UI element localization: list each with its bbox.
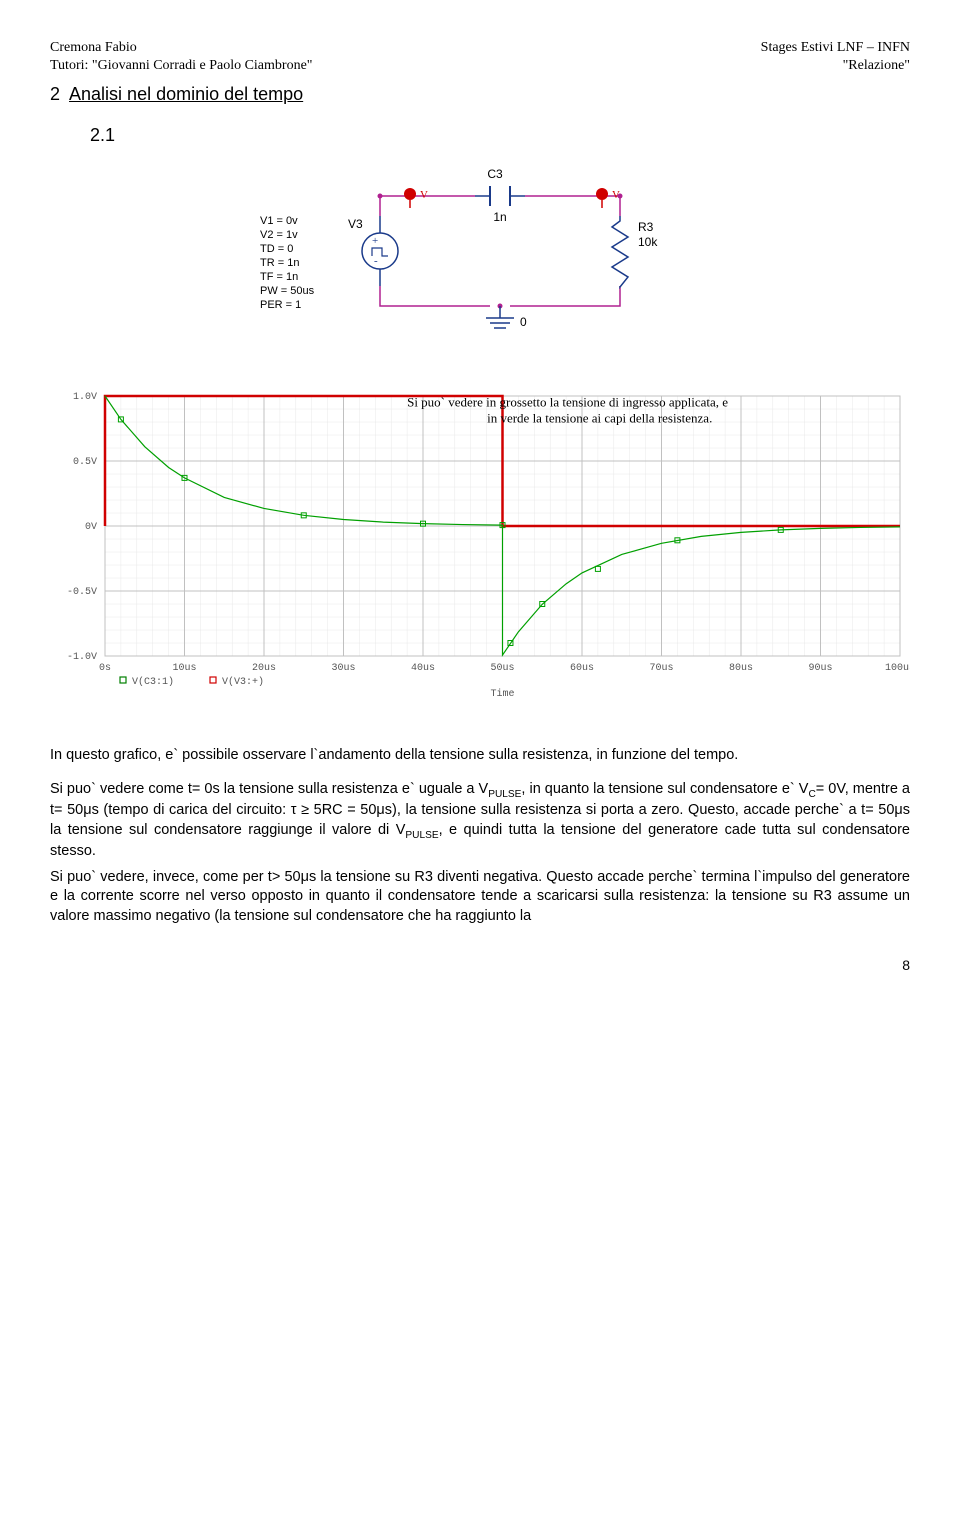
circuit-svg: C3 1n + - V3 R310k 0 V V V1 = 0v V2 = 1v TD = 0 TR =… [230,166,730,366]
svg-text:40us: 40us [411,663,435,674]
svg-text:0.5V: 0.5V [73,457,97,468]
svg-text:50us: 50us [490,663,514,674]
svg-text:V1 = 0v: V1 = 0v [260,215,298,227]
paragraph-3: Si puo` vedere, invece, come per t> 50μs… [50,868,910,927]
svg-text:TR = 1n: TR = 1n [260,257,299,269]
svg-text:V2 = 1v: V2 = 1v [260,229,298,241]
voltage-time-chart: 0s 10us 20us 30us 40us 50us 60us 70us 80us 90us 10… [50,391,910,726]
header-doc-type: "Relazione" [843,58,910,74]
subsection-number: 2.1 [90,125,910,146]
header-author: Cremona Fabio [50,40,137,56]
svg-text:20us: 20us [252,663,276,674]
svg-text:30us: 30us [331,663,355,674]
svg-text:PW = 50us: PW = 50us [260,285,315,297]
svg-text:V(V3:+): V(V3:+) [222,676,264,688]
header-event: Stages Estivi LNF – INFN [761,40,910,56]
section-heading: 2 Analisi nel dominio del tempo [50,84,910,105]
svg-text:90us: 90us [808,663,832,674]
svg-text:0V: 0V [85,522,97,533]
svg-text:in verde la tensione ai capi d: in verde la tensione ai capi della resis… [487,410,712,425]
section-title-text: Analisi nel dominio del tempo [69,84,303,104]
paragraph-2: Si puo` vedere come t= 0s la tensione su… [50,780,910,862]
svg-text:10us: 10us [172,663,196,674]
chart-svg: 0s 10us 20us 30us 40us 50us 60us 70us 80us 90us 10… [50,391,910,721]
svg-text:80us: 80us [729,663,753,674]
svg-text:Si puo` vedere in grossetto la: Si puo` vedere in grossetto la tensione … [407,394,728,409]
svg-text:70us: 70us [649,663,673,674]
svg-text:100us: 100us [885,663,910,674]
svg-text:-0.5V: -0.5V [67,587,97,598]
svg-text:TF = 1n: TF = 1n [260,271,298,283]
svg-text:R3: R3 [638,220,654,234]
svg-text:0s: 0s [99,663,111,674]
header-tutors: Tutori: "Giovanni Corradi e Paolo Ciambr… [50,58,313,74]
svg-text:V: V [612,189,620,201]
page-number: 8 [50,957,910,973]
svg-text:PER = 1: PER = 1 [260,299,301,311]
paragraph-1: In questo grafico, e` possibile osservar… [50,746,910,766]
svg-text:10k: 10k [638,235,658,249]
svg-text:60us: 60us [570,663,594,674]
svg-text:0: 0 [520,315,527,329]
svg-text:V3: V3 [348,217,363,231]
circuit-diagram: C3 1n + - V3 R310k 0 V V V1 = 0v V2 = 1v TD = 0 TR =… [50,166,910,371]
svg-text:V: V [420,189,428,201]
svg-text:1.0V: 1.0V [73,392,97,403]
svg-text:+: + [372,235,378,247]
svg-text:1n: 1n [493,210,506,224]
svg-text:C3: C3 [487,167,503,181]
svg-text:-1.0V: -1.0V [67,652,97,663]
svg-text:Time: Time [490,688,514,700]
svg-text:TD = 0: TD = 0 [260,243,293,255]
section-number: 2 [50,84,60,104]
svg-text:-: - [374,255,378,267]
svg-text:V(C3:1): V(C3:1) [132,676,174,688]
